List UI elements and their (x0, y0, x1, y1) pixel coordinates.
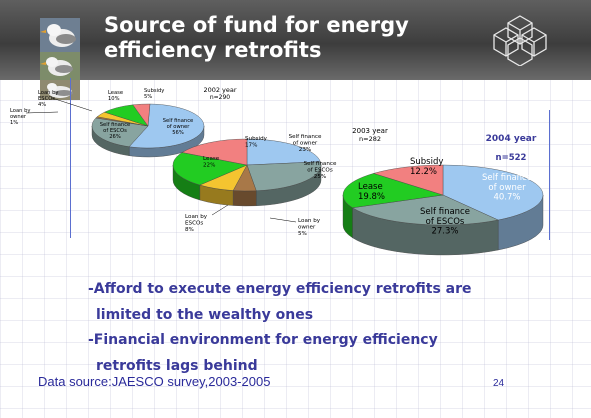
title-banner: Source of fund for energy efficiency ret… (0, 0, 591, 80)
bullet-list: -Afford to execute energy efficiency ret… (88, 277, 548, 379)
pie-sample-size: n=522 (496, 153, 527, 163)
slice-label-loan-by-owner: Loan by owner 5% (298, 218, 321, 237)
bullet-1-continued: limited to the wealthy ones (96, 306, 314, 323)
slice-label-self-finance-of-escos: Self finance of ESCOs 25% (304, 161, 337, 180)
pie-slice-self-finance-of-escos (246, 161, 322, 192)
slice-label-self-finance-of-owner: Self finance of owner 23% (289, 134, 322, 153)
label-leader-line (269, 217, 297, 223)
slice-label-lease: Lease 19.8% (358, 182, 385, 202)
slice-label-subsidy: Subsidy 12.2% (410, 157, 443, 177)
slice-label-subsidy: Subsidy 5% (144, 88, 164, 100)
seagull-photo-middle (40, 52, 80, 80)
slice-label-self-finance-of-escos: Self finance of ESCOs 26% (100, 122, 130, 140)
cube-logo-icon (493, 15, 547, 66)
pie-slice-self-finance-of-escos (91, 117, 149, 147)
slide-title: Source of fund for energy efficiency ret… (104, 13, 464, 63)
label-leader-line (25, 111, 59, 114)
seagull-photo-top (40, 18, 80, 52)
slide-title-line-1: Source of fund for energy (104, 13, 409, 37)
slice-label-lease: Lease 10% (108, 90, 123, 102)
pie-slice-subsidy (132, 103, 151, 127)
slice-label-loan-by-escos: Loan by ESCOs 8% (185, 214, 208, 233)
pie-slice-self-finance-of-owner (128, 103, 205, 149)
pie-slice-subsidy (372, 164, 444, 196)
label-leader-line (51, 97, 93, 112)
slice-label-lease: Lease 22% (203, 156, 220, 168)
pie-title: 2004 year (486, 134, 537, 144)
pie-chart-2004-year: 2004 year n=522 Self finance of owner 40.7% S… (342, 134, 544, 256)
pie-title: 2002 year (203, 86, 236, 94)
left-vertical-rule (70, 78, 71, 238)
pie-sample-size: n=290 (210, 94, 230, 101)
page-number: 24 (493, 378, 505, 389)
label-leader-line (211, 204, 229, 216)
slice-label-subsidy: Subsidy 17% (245, 136, 268, 148)
slice-label-self-finance-of-owner: Self finance of owner 40.7% (482, 173, 532, 203)
data-source-note: Data source:JAESCO survey,2003-2005 (38, 374, 271, 389)
pie-slice-subsidy (181, 138, 248, 166)
pie-slice-lease (172, 152, 248, 186)
pie-side-loan-by-owner (232, 190, 257, 207)
slice-label-self-finance-of-owner: Self finance of owner 56% (163, 118, 193, 136)
slice-label-loan-by-escos: Loan by ESCOs 4% (38, 90, 58, 108)
pie-slice-self-finance-of-escos (351, 194, 499, 226)
pie-slice-self-finance-of-owner (246, 138, 321, 166)
bullet-2-continued: retrofits lags behind (96, 357, 258, 374)
right-vertical-rule (549, 110, 550, 240)
slice-label-loan-by-owner: Loan by owner 1% (10, 108, 30, 126)
slice-label-self-finance-of-escos: Self finance of ESCOs 27.3% (420, 207, 470, 237)
pie-slice-lease (342, 173, 444, 208)
bullet-2: -Financial environment for energy effici… (88, 332, 438, 348)
pie-title: 2003 year (352, 127, 388, 135)
bullet-1: -Afford to execute energy efficiency ret… (88, 281, 472, 297)
pie-sample-size: n=282 (359, 135, 381, 143)
slide-title-line-2: efficiency retrofits (104, 38, 322, 62)
